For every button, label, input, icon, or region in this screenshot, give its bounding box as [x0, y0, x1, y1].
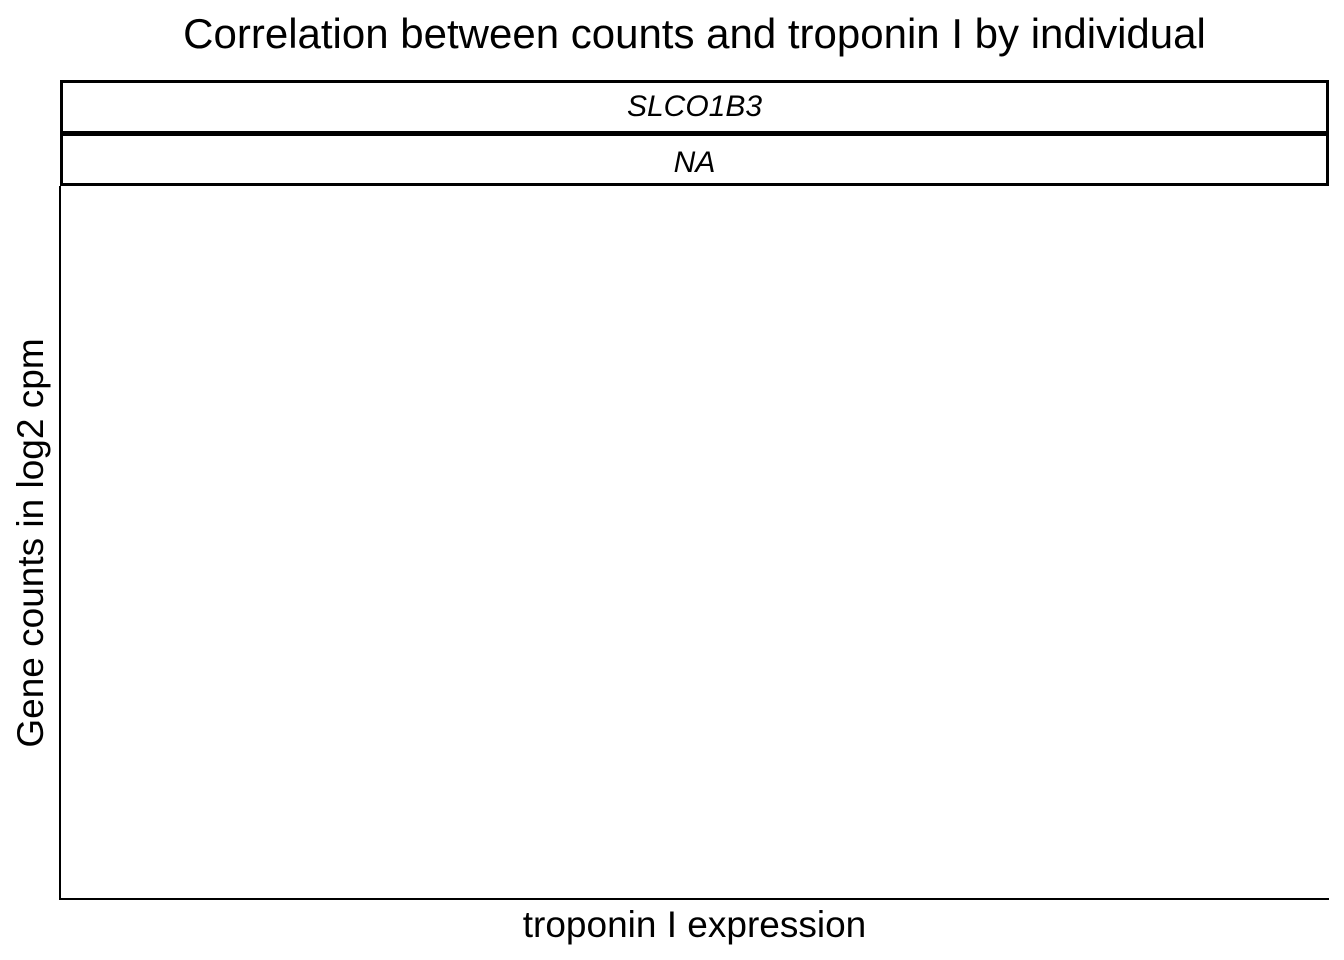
- plot-panel: [59, 186, 1329, 900]
- x-axis-label: troponin I expression: [522, 904, 867, 945]
- facet-strip-gene: SLCO1B3: [60, 80, 1329, 134]
- y-axis-label: Gene counts in log2 cpm: [10, 338, 51, 748]
- facet-strip-individual: NA: [60, 133, 1329, 186]
- chart-title: Correlation between counts and troponin …: [183, 10, 1206, 57]
